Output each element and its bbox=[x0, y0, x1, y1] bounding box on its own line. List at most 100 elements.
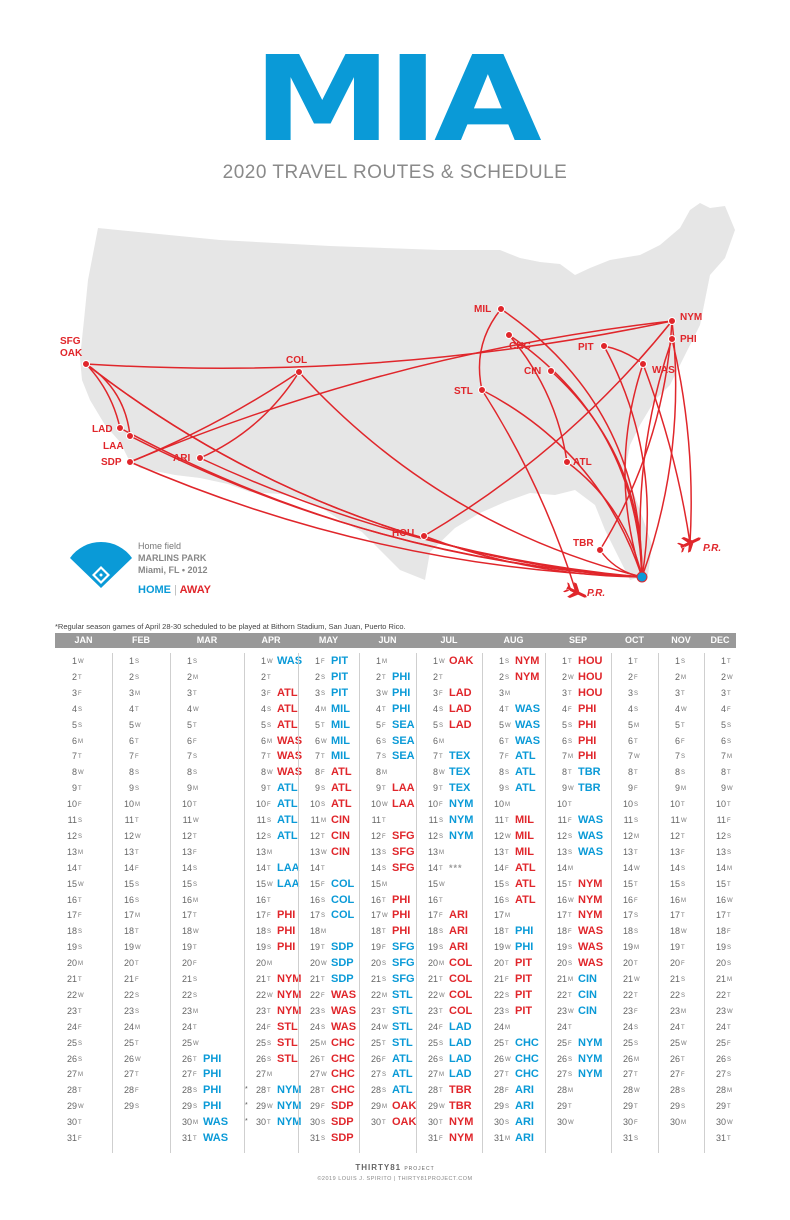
home-game: SEA bbox=[392, 750, 415, 763]
day-number: 30 bbox=[309, 1117, 320, 1128]
day-number: 3 bbox=[627, 687, 633, 698]
day-number: 20 bbox=[123, 958, 134, 969]
day-number: 4 bbox=[561, 703, 567, 714]
day-number: 7 bbox=[71, 751, 77, 762]
day-letter: S bbox=[267, 722, 272, 729]
day-number: 11 bbox=[182, 815, 192, 825]
day-number: 25 bbox=[622, 1037, 633, 1048]
home-game: SDP bbox=[331, 973, 354, 985]
day-letter: W bbox=[267, 881, 273, 888]
day-letter: F bbox=[634, 786, 638, 793]
day-letter: T bbox=[267, 1008, 271, 1015]
day-number: 28 bbox=[66, 1085, 77, 1096]
home-game: NYM bbox=[449, 814, 474, 826]
day-number: 9 bbox=[186, 783, 192, 794]
city-label-phi: PHI bbox=[680, 334, 697, 345]
day-number: 7 bbox=[375, 751, 381, 762]
legend-park: MARLINS PARK bbox=[138, 553, 207, 563]
day-letter: W bbox=[727, 1008, 733, 1015]
day-number: 6 bbox=[375, 735, 381, 746]
day-letter: M bbox=[681, 1120, 686, 1127]
day-letter: T bbox=[681, 913, 685, 920]
day-number: 3 bbox=[314, 687, 320, 698]
day-letter: S bbox=[439, 833, 444, 840]
away-game: PHI bbox=[277, 941, 296, 954]
day-letter: M bbox=[727, 1088, 732, 1095]
day-number: 19 bbox=[255, 942, 266, 953]
day-number: 13 bbox=[622, 846, 633, 857]
day-number: 2 bbox=[674, 671, 680, 682]
day-number: 11 bbox=[67, 815, 77, 825]
day-letter: M bbox=[568, 977, 573, 983]
day-letter: M bbox=[439, 961, 444, 968]
day-letter: T bbox=[681, 1024, 685, 1031]
day-letter: T bbox=[193, 1056, 197, 1063]
home-game: ATL bbox=[392, 1052, 413, 1065]
day-letter: T bbox=[78, 1120, 82, 1127]
day-number: 31 bbox=[427, 1133, 438, 1143]
route-lad-oak bbox=[85, 363, 121, 429]
away-game: STL bbox=[277, 1052, 298, 1065]
day-letter: T bbox=[634, 1104, 638, 1111]
route-tbr-nym bbox=[599, 320, 673, 551]
day-number: 13 bbox=[715, 846, 726, 857]
day-number: 14 bbox=[309, 862, 320, 873]
day-number: 31 bbox=[181, 1133, 192, 1143]
day-letter: T bbox=[634, 961, 638, 968]
day-letter: S bbox=[505, 1104, 510, 1111]
day-number: 1 bbox=[627, 656, 633, 666]
city-label-was: WAS bbox=[652, 365, 675, 376]
day-letter: W bbox=[321, 849, 327, 856]
day-number: 17 bbox=[427, 910, 438, 921]
day-letter: T bbox=[681, 690, 685, 697]
day-letter: F bbox=[634, 897, 638, 904]
day-number: 5 bbox=[561, 719, 567, 730]
day-number: 19 bbox=[309, 942, 320, 953]
day-number: 28 bbox=[309, 1085, 320, 1096]
day-number: 13 bbox=[66, 846, 77, 857]
day-letter: S bbox=[321, 1120, 326, 1127]
day-number: 25 bbox=[715, 1037, 726, 1048]
day-letter: M bbox=[727, 754, 732, 761]
day-number: 29 bbox=[622, 1101, 633, 1112]
away-game: OAK bbox=[392, 1116, 417, 1129]
day-letter: M bbox=[135, 913, 140, 920]
day-letter: M bbox=[135, 1024, 140, 1031]
day-letter: T bbox=[135, 961, 139, 968]
day-letter: M bbox=[321, 929, 326, 936]
day-number: 12 bbox=[309, 830, 320, 841]
day-letter: W bbox=[78, 659, 84, 665]
day-letter: T bbox=[193, 1024, 197, 1031]
month-header-apr: APR bbox=[261, 635, 281, 645]
away-game: WAS bbox=[331, 1004, 357, 1017]
day-letter: S bbox=[267, 833, 272, 840]
day-number: 20 bbox=[181, 958, 192, 969]
day-number: 6 bbox=[71, 735, 77, 746]
day-letter: T bbox=[267, 1120, 271, 1127]
day-number: 14 bbox=[427, 862, 438, 873]
away-game: WAS bbox=[578, 925, 604, 938]
day-letter: W bbox=[193, 818, 199, 824]
home-game: ARI bbox=[515, 1132, 534, 1144]
home-game: WAS bbox=[578, 814, 604, 826]
day-number: 22 bbox=[123, 989, 134, 1000]
day-letter: S bbox=[321, 1008, 326, 1015]
month-header-jan: JAN bbox=[74, 635, 93, 645]
day-number: 20 bbox=[669, 958, 680, 969]
day-number: 8 bbox=[375, 767, 381, 778]
day-number: 15 bbox=[669, 878, 680, 889]
day-number: 28 bbox=[427, 1085, 438, 1096]
day-letter: F bbox=[78, 1024, 82, 1031]
day-number: 7 bbox=[314, 751, 320, 762]
day-letter: S bbox=[382, 754, 387, 761]
home-game: WAS bbox=[578, 829, 604, 842]
day-number: 9 bbox=[375, 783, 381, 794]
day-number: 31 bbox=[622, 1133, 633, 1143]
day-letter: T bbox=[321, 754, 325, 761]
day-letter: S bbox=[193, 865, 198, 872]
day-number: 2 bbox=[71, 671, 77, 682]
day-number: 14 bbox=[66, 862, 77, 873]
day-number: 2 bbox=[128, 671, 134, 682]
day-letter: M bbox=[439, 849, 444, 856]
home-game: LAD bbox=[449, 1020, 472, 1033]
